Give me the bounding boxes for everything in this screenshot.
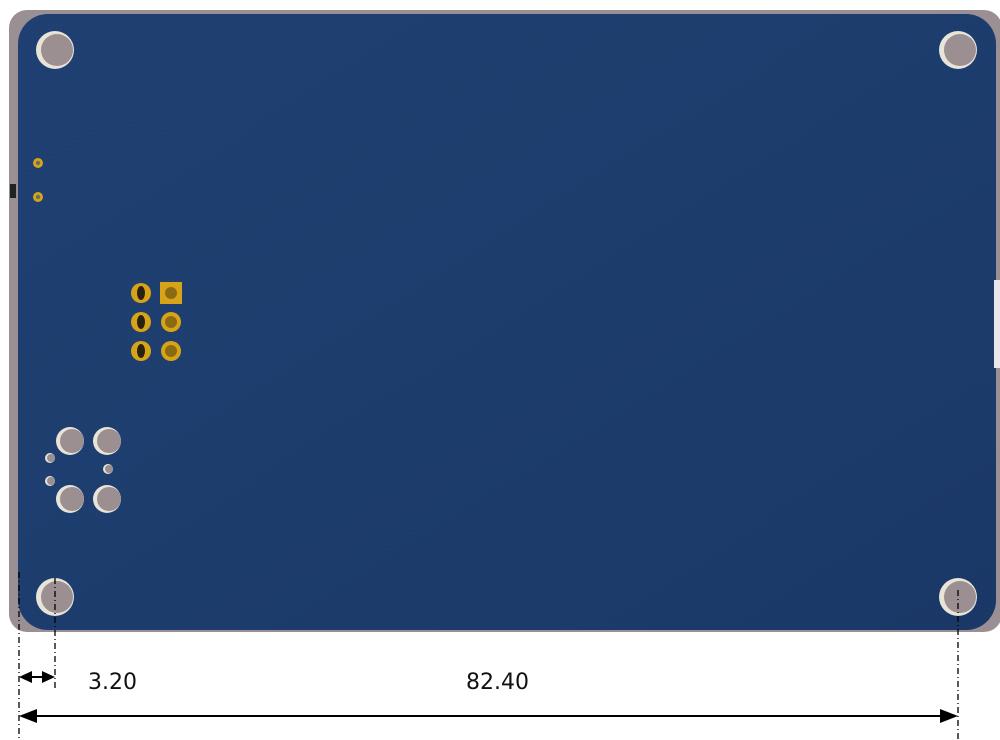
connector-large-hole [93, 485, 121, 513]
connector-small-hole [103, 464, 113, 474]
header-pin [131, 312, 151, 332]
connector-small-hole [45, 453, 55, 463]
connector-small-hole [45, 476, 55, 486]
header-pin-1-square [160, 282, 182, 304]
board-mask-shading [18, 14, 996, 630]
dimension-arrow-long [19, 709, 958, 723]
dimension-arrow-short [19, 671, 55, 683]
connector-large-hole [93, 427, 121, 455]
mounting-hole-bottom-right [939, 578, 977, 616]
connector-large-hole [56, 485, 84, 513]
side-connector-tab [10, 184, 16, 198]
connector-large-hole [56, 427, 84, 455]
dimension-label-edge-offset: 3.20 [88, 670, 137, 695]
via-top [33, 158, 43, 168]
mounting-hole-top-left [36, 31, 74, 69]
right-edge-notch [994, 280, 1000, 368]
header-pin [161, 341, 181, 361]
mounting-hole-top-right [939, 31, 977, 69]
via-bottom [33, 192, 43, 202]
header-pin [161, 312, 181, 332]
header-pin [131, 283, 151, 303]
pin-header [131, 282, 182, 361]
dimension-label-hole-spacing: 82.40 [466, 670, 529, 695]
header-pin [131, 341, 151, 361]
connector-footprint [45, 427, 121, 513]
